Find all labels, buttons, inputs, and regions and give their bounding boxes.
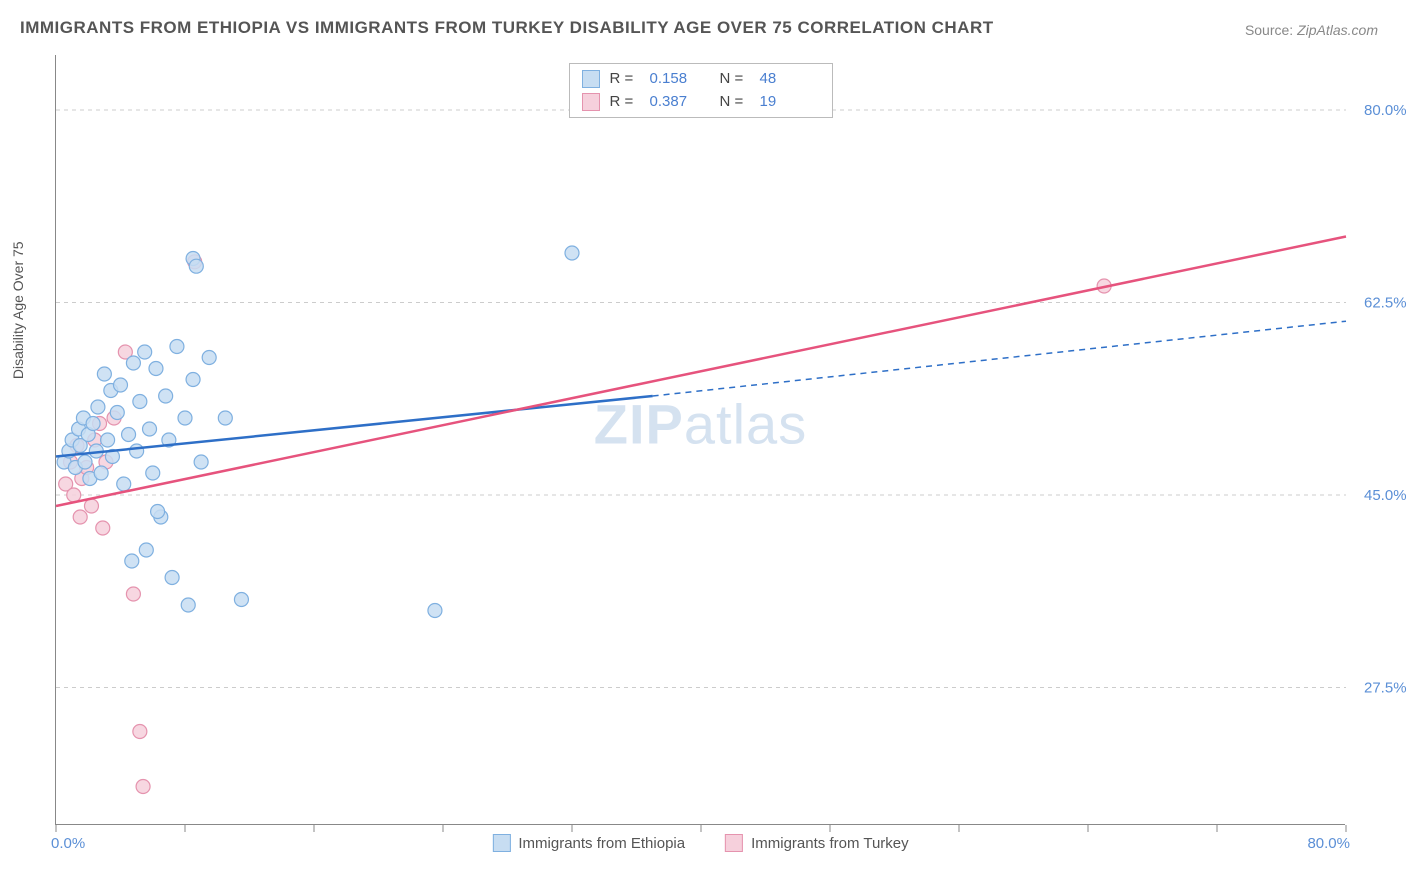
- data-point: [114, 378, 128, 392]
- x-axis-min-label: 0.0%: [51, 835, 85, 852]
- data-point: [73, 510, 87, 524]
- data-point: [181, 598, 195, 612]
- chart-svg: 27.5%45.0%62.5%80.0%: [56, 55, 1345, 824]
- y-axis-title: Disability Age Over 75: [10, 241, 26, 379]
- legend-label: Immigrants from Ethiopia: [518, 835, 685, 852]
- y-tick-label: 45.0%: [1364, 487, 1406, 504]
- n-label: N =: [720, 68, 750, 91]
- data-point: [126, 356, 140, 370]
- data-point: [122, 428, 136, 442]
- data-point: [67, 488, 81, 502]
- data-point: [146, 466, 160, 480]
- data-point: [194, 455, 208, 469]
- legend-swatch: [725, 834, 743, 852]
- series-legend: Immigrants from Ethiopia Immigrants from…: [492, 834, 908, 852]
- chart-title: IMMIGRANTS FROM ETHIOPIA VS IMMIGRANTS F…: [20, 18, 994, 38]
- correlation-legend: R = 0.158 N = 48 R = 0.387 N = 19: [569, 63, 833, 118]
- y-tick-label: 62.5%: [1364, 295, 1406, 312]
- data-point: [170, 340, 184, 354]
- data-point: [159, 389, 173, 403]
- legend-item: Immigrants from Ethiopia: [492, 834, 685, 852]
- plot-area: Disability Age Over 75 ZIPatlas 27.5%45.…: [55, 55, 1345, 825]
- data-point: [428, 604, 442, 618]
- legend-swatch: [582, 93, 600, 111]
- data-point: [143, 422, 157, 436]
- legend-item: Immigrants from Turkey: [725, 834, 909, 852]
- data-point: [110, 406, 124, 420]
- n-value: 19: [760, 91, 820, 114]
- y-tick-label: 80.0%: [1364, 102, 1406, 119]
- x-axis-max-label: 80.0%: [1307, 835, 1350, 852]
- data-point: [133, 395, 147, 409]
- data-point: [202, 351, 216, 365]
- y-tick-label: 27.5%: [1364, 680, 1406, 697]
- data-point: [101, 433, 115, 447]
- legend-label: Immigrants from Turkey: [751, 835, 909, 852]
- data-point: [96, 521, 110, 535]
- n-label: N =: [720, 91, 750, 114]
- legend-row: R = 0.387 N = 19: [582, 91, 820, 114]
- data-point: [186, 373, 200, 387]
- source-label: Source:: [1245, 22, 1293, 38]
- data-point: [139, 543, 153, 557]
- r-label: R =: [610, 91, 640, 114]
- data-point: [78, 455, 92, 469]
- r-value: 0.387: [650, 91, 710, 114]
- data-point: [125, 554, 139, 568]
- r-value: 0.158: [650, 68, 710, 91]
- data-point: [97, 367, 111, 381]
- data-point: [189, 259, 203, 273]
- legend-swatch: [492, 834, 510, 852]
- data-point: [94, 466, 108, 480]
- legend-swatch: [582, 70, 600, 88]
- data-point: [178, 411, 192, 425]
- data-point: [126, 587, 140, 601]
- data-point: [165, 571, 179, 585]
- n-value: 48: [760, 68, 820, 91]
- data-point: [565, 246, 579, 260]
- regression-line: [56, 237, 1346, 507]
- data-point: [91, 400, 105, 414]
- r-label: R =: [610, 68, 640, 91]
- data-point: [218, 411, 232, 425]
- data-point: [149, 362, 163, 376]
- data-point: [151, 505, 165, 519]
- source-attribution: Source: ZipAtlas.com: [1245, 22, 1378, 38]
- legend-row: R = 0.158 N = 48: [582, 68, 820, 91]
- data-point: [138, 345, 152, 359]
- data-point: [136, 780, 150, 794]
- data-point: [84, 499, 98, 513]
- data-point: [234, 593, 248, 607]
- data-point: [117, 477, 131, 491]
- source-value: ZipAtlas.com: [1297, 22, 1378, 38]
- data-point: [86, 417, 100, 431]
- data-point: [133, 725, 147, 739]
- data-point: [130, 444, 144, 458]
